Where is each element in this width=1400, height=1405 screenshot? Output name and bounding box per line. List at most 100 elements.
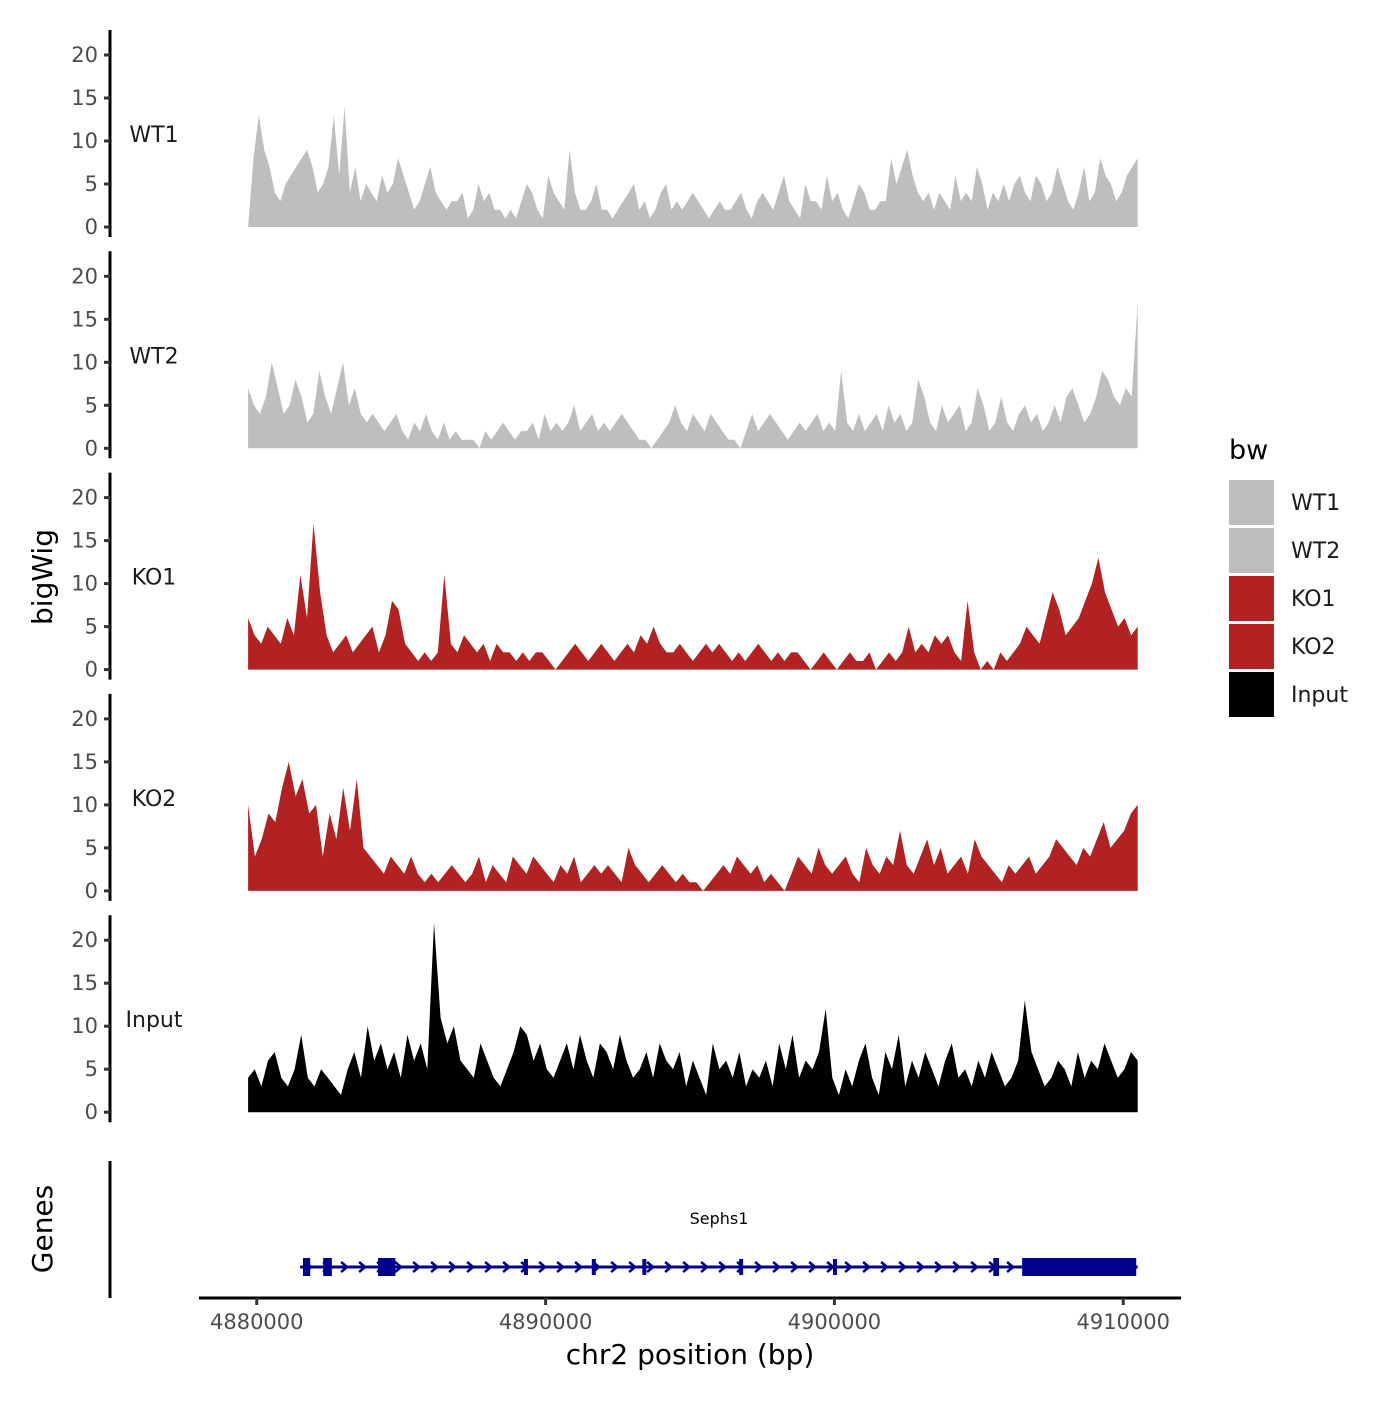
y-tick-label: 15 <box>71 529 98 553</box>
legend-key-input <box>1229 672 1274 717</box>
y-tick-label: 0 <box>85 658 98 682</box>
legend-key-wt2 <box>1229 528 1274 573</box>
y-tick-label: 0 <box>85 436 98 460</box>
legend-key-ko1 <box>1229 576 1274 621</box>
strand-arrow <box>412 1261 422 1273</box>
y-tick-label: 5 <box>85 836 98 860</box>
legend-key-wt1 <box>1229 480 1274 525</box>
coverage-area-input <box>248 923 1138 1113</box>
y-axis-title: bigWig <box>26 529 59 625</box>
panel-ko1: 0 5 10 15 20 KO1 <box>71 472 1138 682</box>
strand-arrow <box>754 1261 764 1273</box>
strand-arrow <box>556 1261 566 1273</box>
strand-arrow <box>772 1261 782 1273</box>
gene-exon <box>378 1258 396 1276</box>
gene-track-title: Genes <box>26 1185 59 1273</box>
gene-track: Sephs1 <box>108 1161 1138 1298</box>
track-label: Input <box>126 1008 183 1033</box>
strand-arrow <box>574 1261 584 1273</box>
strand-arrow <box>538 1261 548 1273</box>
panel-input: 0 5 10 15 20 Input <box>71 915 1138 1124</box>
x-tick-label: 4880000 <box>210 1310 304 1334</box>
x-axis-title: chr2 position (bp) <box>566 1338 815 1371</box>
gene-exon <box>323 1258 332 1276</box>
legend-label: Input <box>1291 683 1348 708</box>
strand-arrow <box>934 1261 944 1273</box>
strand-arrow <box>916 1261 926 1273</box>
strand-arrow <box>970 1261 980 1273</box>
y-tick-label: 5 <box>85 615 98 639</box>
gene-exon <box>642 1259 647 1275</box>
strand-arrow <box>394 1261 404 1273</box>
strand-arrow <box>502 1261 512 1273</box>
y-tick-label: 0 <box>85 1100 98 1124</box>
gene-exon <box>739 1259 744 1275</box>
y-tick-label: 5 <box>85 1057 98 1081</box>
gene-name-label: Sephs1 <box>690 1209 749 1228</box>
track-panels: 0 5 10 15 20 WT1 0 5 10 15 20 WT2 0 5 10 15 20 KO1 0 5 10 15 2… <box>71 30 1138 1124</box>
coverage-area-ko1 <box>248 523 1138 670</box>
y-tick-label: 10 <box>71 350 98 374</box>
panel-wt1: 0 5 10 15 20 WT1 <box>71 30 1138 239</box>
strand-arrow <box>448 1261 458 1273</box>
strand-arrow <box>718 1261 728 1273</box>
y-tick-label: 20 <box>71 928 98 952</box>
gene-exon <box>591 1259 596 1275</box>
y-tick-label: 15 <box>71 307 98 331</box>
legend-label: KO1 <box>1291 587 1336 612</box>
y-tick-label: 0 <box>85 879 98 903</box>
strand-arrow <box>880 1261 890 1273</box>
strand-arrow <box>682 1261 692 1273</box>
strand-arrow <box>340 1261 350 1273</box>
legend-label: WT1 <box>1291 491 1340 516</box>
legend-title: bw <box>1229 435 1268 466</box>
legend: bw WT1 WT2 KO1 KO2 Input <box>1229 435 1348 717</box>
gene-exon <box>832 1259 837 1275</box>
strand-arrow <box>790 1261 800 1273</box>
y-tick-label: 5 <box>85 393 98 417</box>
panel-wt2: 0 5 10 15 20 WT2 <box>71 251 1138 460</box>
legend-label: KO2 <box>1291 635 1336 660</box>
strand-arrow <box>484 1261 494 1273</box>
x-tick-label: 4900000 <box>788 1310 882 1334</box>
strand-arrow <box>700 1261 710 1273</box>
gene-exon <box>993 1258 1000 1276</box>
gene-exon <box>1022 1258 1137 1276</box>
y-tick-label: 10 <box>71 572 98 596</box>
y-tick-label: 20 <box>71 486 98 510</box>
y-tick-label: 20 <box>71 43 98 67</box>
panel-ko2: 0 5 10 15 20 KO2 <box>71 693 1138 903</box>
strand-arrow <box>430 1261 440 1273</box>
track-label: WT2 <box>129 344 178 369</box>
track-label: KO2 <box>132 787 177 812</box>
coverage-area-wt1 <box>248 106 1138 227</box>
y-tick-label: 20 <box>71 264 98 288</box>
strand-arrow <box>808 1261 818 1273</box>
coverage-area-ko2 <box>248 761 1138 891</box>
strand-arrow <box>358 1261 368 1273</box>
strand-arrow <box>664 1261 674 1273</box>
y-tick-label: 10 <box>71 793 98 817</box>
y-tick-label: 15 <box>71 86 98 110</box>
coverage-area-wt2 <box>248 302 1138 449</box>
y-tick-label: 15 <box>71 971 98 995</box>
gene-exon <box>302 1258 311 1276</box>
strand-arrow <box>1006 1261 1016 1273</box>
legend-label: WT2 <box>1291 539 1340 564</box>
legend-key-ko2 <box>1229 624 1274 669</box>
y-tick-label: 10 <box>71 1014 98 1038</box>
x-tick-label: 4890000 <box>499 1310 593 1334</box>
strand-arrow <box>628 1261 638 1273</box>
x-tick-label: 4910000 <box>1076 1310 1170 1334</box>
y-tick-label: 15 <box>71 750 98 774</box>
strand-arrow <box>610 1261 620 1273</box>
x-axis: 4880000 4890000 4900000 4910000 <box>199 1296 1181 1334</box>
strand-arrow <box>646 1261 656 1273</box>
strand-arrow <box>844 1261 854 1273</box>
strand-arrow <box>952 1261 962 1273</box>
strand-arrow <box>898 1261 908 1273</box>
y-tick-label: 5 <box>85 172 98 196</box>
strand-arrow <box>466 1261 476 1273</box>
